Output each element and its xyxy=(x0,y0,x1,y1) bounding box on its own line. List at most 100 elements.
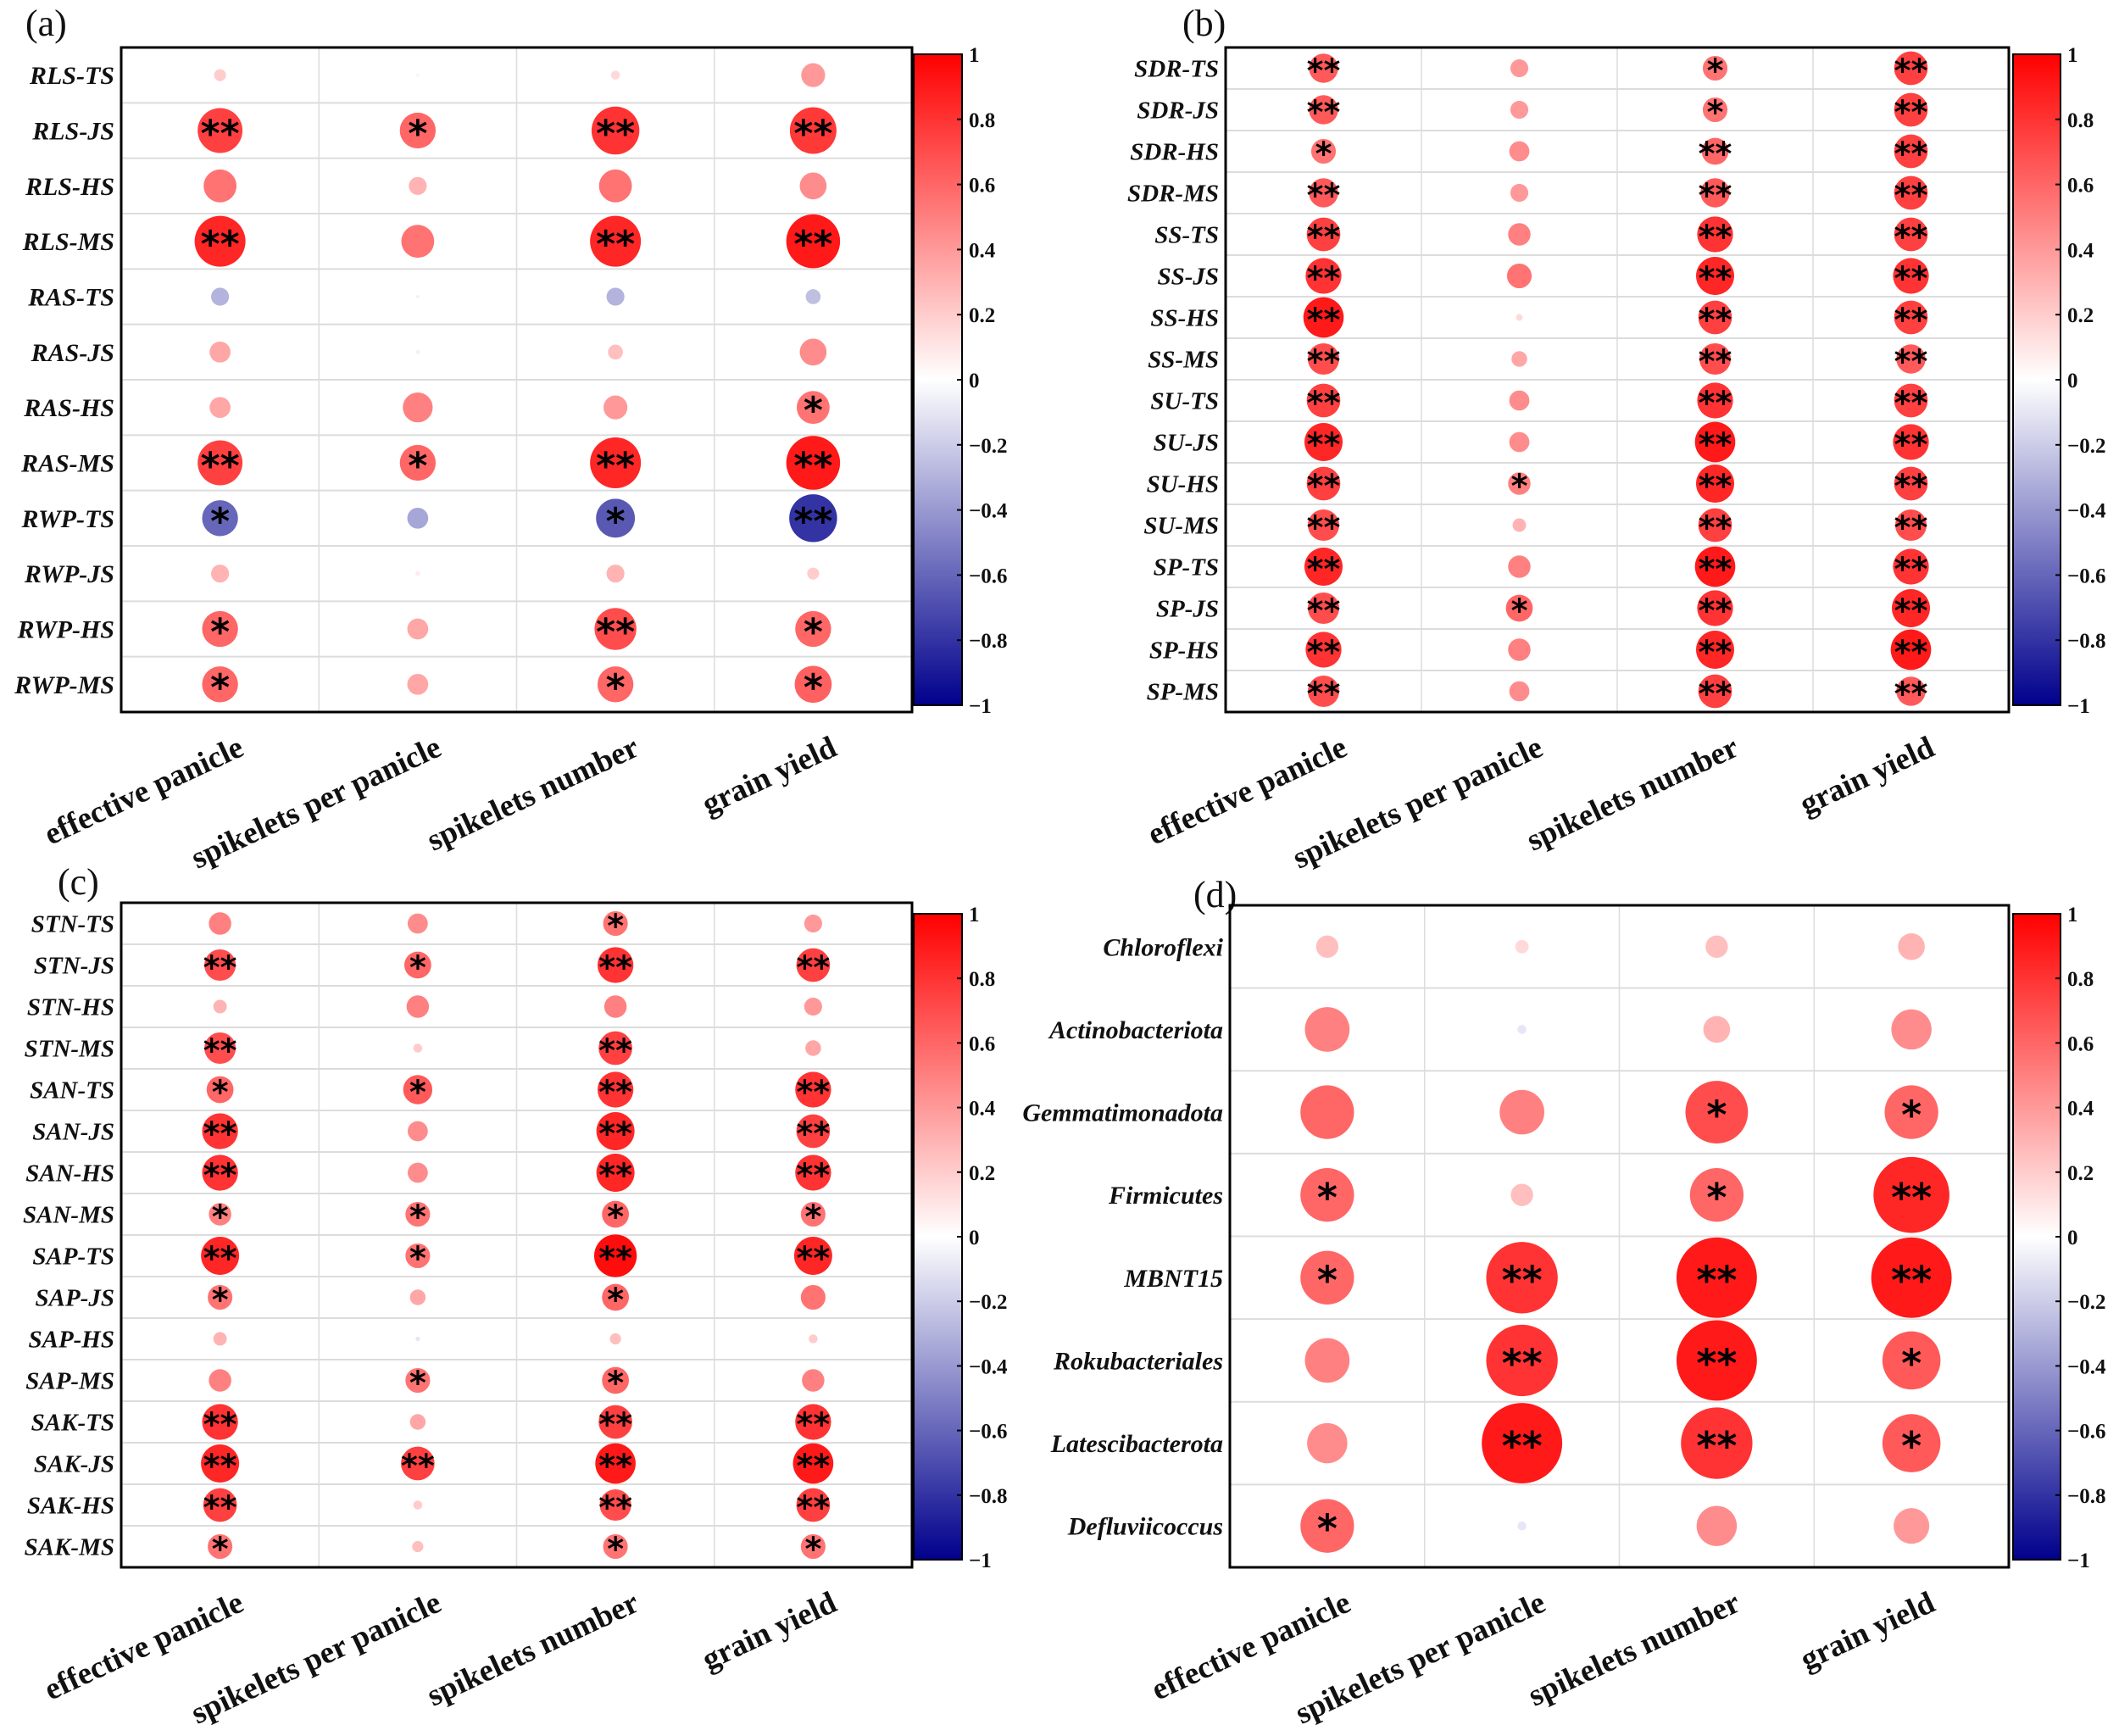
significance-mark: * xyxy=(607,907,624,944)
significance-mark: ** xyxy=(1699,342,1732,380)
significance-mark: ** xyxy=(596,112,635,155)
significance-mark: ** xyxy=(1502,1340,1543,1386)
colorbar-tick-label: −0.4 xyxy=(969,500,1008,523)
correlation-bubble xyxy=(1703,1015,1731,1043)
correlation-bubble xyxy=(1891,1009,1932,1050)
row-label: Rokubacteriales xyxy=(1053,1347,1223,1375)
panel-b: (b)SDR-TS ** * **SDR-JS ** * **SDR-HS * ** **SDR-… xyxy=(1127,3,2106,876)
colorbar-tick-label: −0.2 xyxy=(2067,435,2106,458)
correlation-bubble xyxy=(401,225,435,259)
significance-mark: * xyxy=(804,1530,821,1567)
correlation-bubble xyxy=(805,1040,821,1056)
correlation-bubble xyxy=(1681,1407,1753,1479)
significance-mark: ** xyxy=(1894,675,1928,712)
correlation-bubble xyxy=(596,1112,635,1150)
correlation-bubble xyxy=(1702,55,1728,81)
correlation-bubble xyxy=(209,397,231,419)
correlation-bubble xyxy=(412,1540,424,1553)
correlation-bubble xyxy=(610,70,620,80)
correlation-bubble xyxy=(795,1071,831,1108)
significance-mark: ** xyxy=(1894,301,1928,338)
correlation-bubble xyxy=(1508,638,1531,661)
plot-frame xyxy=(120,901,914,1569)
correlation-bubble xyxy=(1482,1403,1563,1484)
correlation-bubble xyxy=(796,1114,831,1149)
correlation-bubble xyxy=(202,610,238,648)
correlation-bubble xyxy=(596,498,636,538)
colorbar-tick-label: −1 xyxy=(2067,695,2090,718)
significance-mark: ** xyxy=(401,1447,435,1484)
correlation-bubble xyxy=(403,392,433,423)
colorbar-tick-label: −0.6 xyxy=(2067,565,2106,587)
correlation-bubble xyxy=(202,500,238,537)
correlation-bubble xyxy=(407,673,429,695)
row-label: SAK-TS xyxy=(31,1410,114,1437)
correlation-bubble xyxy=(603,995,627,1018)
colorbar-tick-label: 1 xyxy=(969,904,980,926)
colorbar-tick-label: −0.6 xyxy=(969,1421,1008,1444)
significance-mark: * xyxy=(1901,1092,1922,1138)
correlation-bubble xyxy=(1700,178,1730,208)
correlation-bubble xyxy=(197,108,243,153)
significance-mark: * xyxy=(606,666,626,709)
significance-mark: ** xyxy=(203,949,237,986)
correlation-bubble xyxy=(591,106,640,155)
significance-mark: * xyxy=(804,610,823,654)
significance-mark: ** xyxy=(1699,509,1732,546)
correlation-bubble xyxy=(796,948,831,982)
row-label: SU-TS xyxy=(1150,388,1219,415)
row-label: SAP-MS xyxy=(25,1368,114,1395)
correlation-bubble xyxy=(1508,223,1531,246)
correlation-bubble xyxy=(202,666,238,703)
correlation-bubble xyxy=(1499,1089,1544,1135)
correlation-bubble xyxy=(793,1237,832,1275)
significance-mark: * xyxy=(607,1281,624,1318)
correlation-bubble xyxy=(799,172,827,200)
row-label: SAP-TS xyxy=(32,1244,114,1271)
colorbar-tick-label: −0.4 xyxy=(2067,1355,2106,1378)
colorbar-tick-label: 0.8 xyxy=(2067,109,2094,132)
colorbar xyxy=(913,53,963,706)
correlation-bubble xyxy=(590,437,642,488)
correlation-bubble xyxy=(1509,141,1530,162)
row-label: SP-TS xyxy=(1154,554,1219,581)
colorbar-tick-label: 0 xyxy=(2067,370,2078,392)
correlation-bubble xyxy=(795,610,831,648)
significance-mark: ** xyxy=(598,1447,632,1484)
column-label: grain yield xyxy=(697,1585,842,1678)
correlation-bubble xyxy=(602,1283,630,1311)
correlation-bubble xyxy=(1486,1242,1558,1314)
significance-mark: * xyxy=(408,444,427,487)
correlation-bubble xyxy=(1303,297,1344,338)
significance-mark: ** xyxy=(1894,135,1928,172)
significance-mark: ** xyxy=(203,1115,237,1152)
correlation-bubble xyxy=(208,1284,233,1310)
significance-mark: ** xyxy=(1699,301,1732,338)
correlation-bubble xyxy=(1515,939,1529,954)
row-label: SS-TS xyxy=(1154,222,1219,249)
row-label: RLS-HS xyxy=(25,173,114,201)
colorbar-tick-label: 0 xyxy=(2067,1227,2078,1249)
column-label: spikelets number xyxy=(1523,1585,1745,1713)
correlation-bubble xyxy=(1873,1156,1949,1233)
significance-mark: ** xyxy=(1699,550,1732,587)
correlation-bubble xyxy=(807,567,820,580)
correlation-bubble xyxy=(804,997,822,1016)
significance-mark: ** xyxy=(596,444,635,487)
plot-frame xyxy=(1228,904,2011,1569)
colorbar-tick-label: −0.8 xyxy=(969,1485,1008,1508)
correlation-bubble xyxy=(1486,1324,1558,1397)
correlation-bubble xyxy=(597,1071,634,1108)
significance-mark: ** xyxy=(1699,176,1732,214)
colorbar-tick-label: −0.2 xyxy=(969,1291,1008,1314)
significance-mark: * xyxy=(212,1198,229,1235)
row-label: SAK-JS xyxy=(34,1451,114,1478)
correlation-bubble xyxy=(406,995,430,1018)
plot-frame xyxy=(120,46,914,714)
correlation-bubble xyxy=(209,1203,231,1226)
correlation-bubble xyxy=(1894,1508,1930,1544)
significance-mark: ** xyxy=(1307,509,1341,546)
colorbar-tick-label: 0.8 xyxy=(2067,968,2094,991)
significance-mark: ** xyxy=(203,1239,237,1277)
correlation-bubble xyxy=(1896,676,1926,706)
